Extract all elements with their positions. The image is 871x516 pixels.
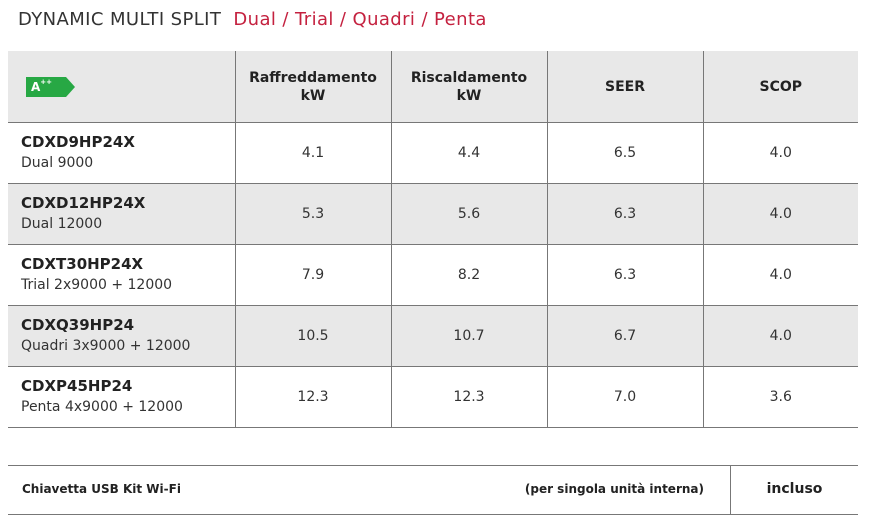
- cooling-value: 4.1: [234, 122, 391, 184]
- table-row: CDXQ39HP24 Quadri 3x9000 + 12000 10.5 10…: [8, 305, 858, 367]
- col-header-heating-unit: kW: [456, 87, 482, 104]
- model-cell: CDXQ39HP24 Quadri 3x9000 + 12000: [8, 305, 235, 367]
- seer-value: 6.3: [546, 183, 703, 245]
- seer-value: 6.3: [546, 244, 703, 306]
- title-subtitle: Dual / Trial / Quadri / Penta: [233, 9, 487, 30]
- col-header-cooling-label: Raffreddamento: [249, 69, 377, 86]
- table-row: CDXD9HP24X Dual 9000 4.1 4.4 6.5 4.0: [8, 122, 858, 184]
- col-header-heating-label: Riscaldamento: [410, 69, 528, 86]
- seer-value: 7.0: [546, 366, 703, 428]
- col-header-cooling: Raffreddamento kW: [234, 51, 391, 123]
- spec-table: A++ Raffreddamento kW Riscaldamento kW S…: [8, 51, 858, 428]
- accessory-note: (per singola unità interna): [524, 482, 704, 496]
- energy-class-suffix: ++: [40, 77, 53, 86]
- scop-value: 4.0: [702, 183, 858, 245]
- table-row: CDXP45HP24 Penta 4x9000 + 12000 12.3 12.…: [8, 366, 858, 428]
- heating-value: 12.3: [390, 366, 547, 428]
- accessory-label: Chiavetta USB Kit Wi-Fi: [22, 482, 181, 496]
- col-header-cooling-unit: kW: [300, 87, 326, 104]
- seer-value: 6.5: [546, 122, 703, 184]
- model-code: CDXT30HP24X: [21, 255, 144, 273]
- model-description: Quadri 3x9000 + 12000: [21, 338, 191, 354]
- model-description: Dual 12000: [21, 216, 103, 232]
- scop-value: 4.0: [702, 122, 858, 184]
- heating-value: 4.4: [390, 122, 547, 184]
- energy-class-cell: A++: [8, 51, 235, 123]
- scop-value: 4.0: [702, 305, 858, 367]
- heating-value: 5.6: [390, 183, 547, 245]
- model-description: Penta 4x9000 + 12000: [21, 399, 183, 415]
- accessory-value: incluso: [766, 481, 823, 497]
- model-code: CDXQ39HP24: [21, 316, 135, 334]
- model-code: CDXD12HP24X: [21, 194, 146, 212]
- table-row: CDXT30HP24X Trial 2x9000 + 12000 7.9 8.2…: [8, 244, 858, 306]
- col-header-scop: SCOP: [702, 51, 858, 123]
- heating-value: 8.2: [390, 244, 547, 306]
- model-cell: CDXT30HP24X Trial 2x9000 + 12000: [8, 244, 235, 306]
- table-row: CDXD12HP24X Dual 12000 5.3 5.6 6.3 4.0: [8, 183, 858, 245]
- scop-value: 4.0: [702, 244, 858, 306]
- col-header-seer: SEER: [546, 51, 703, 123]
- energy-class-label: A: [31, 79, 41, 94]
- model-cell: CDXD9HP24X Dual 9000: [8, 122, 235, 184]
- cooling-value: 5.3: [234, 183, 391, 245]
- model-code: CDXP45HP24: [21, 377, 133, 395]
- scop-value: 3.6: [702, 366, 858, 428]
- title-main: DYNAMIC MULTI SPLIT: [18, 9, 222, 30]
- heating-value: 10.7: [390, 305, 547, 367]
- table-header-row: A++ Raffreddamento kW Riscaldamento kW S…: [8, 51, 858, 123]
- energy-class-badge: A++: [26, 76, 75, 97]
- model-code: CDXD9HP24X: [21, 133, 135, 151]
- model-cell: CDXP45HP24 Penta 4x9000 + 12000: [8, 366, 235, 428]
- model-description: Trial 2x9000 + 12000: [21, 277, 173, 293]
- model-description: Dual 9000: [21, 155, 94, 171]
- accessory-divider: [730, 466, 731, 514]
- seer-value: 6.7: [546, 305, 703, 367]
- cooling-value: 7.9: [234, 244, 391, 306]
- cooling-value: 12.3: [234, 366, 391, 428]
- col-header-heating: Riscaldamento kW: [390, 51, 547, 123]
- cooling-value: 10.5: [234, 305, 391, 367]
- page-title: DYNAMIC MULTI SPLIT Dual / Trial / Quadr…: [18, 9, 487, 35]
- accessory-row: Chiavetta USB Kit Wi-Fi (per singola uni…: [8, 465, 858, 515]
- model-cell: CDXD12HP24X Dual 12000: [8, 183, 235, 245]
